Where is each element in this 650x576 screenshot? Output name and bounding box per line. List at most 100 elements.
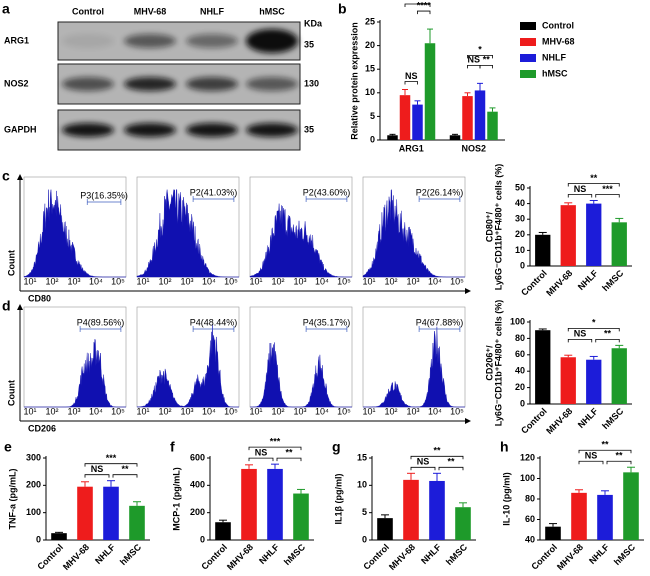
bar: [611, 348, 627, 404]
blot-band: [186, 77, 238, 91]
y-axis-label: CD206⁺/: [484, 345, 494, 381]
significance-label: **: [447, 457, 455, 467]
significance-bracket: [438, 466, 464, 471]
bar: [267, 468, 283, 540]
row-label: NOS2: [4, 78, 29, 88]
flow-tick-label: 10²: [271, 406, 284, 416]
y-tick-label: 80: [515, 333, 525, 343]
significance-bracket: [404, 3, 431, 7]
bar: [560, 357, 576, 404]
y-tick-label: 10: [357, 480, 367, 490]
flow-tick-label: 10⁴: [315, 276, 329, 286]
flow-tick-label: 10¹: [249, 276, 262, 286]
legend-label: NHLF: [542, 52, 566, 62]
significance-label: NS: [417, 457, 430, 467]
panel-letter: e: [4, 439, 12, 455]
significance-bracket: [595, 194, 620, 198]
flow-tick-label: 10⁴: [202, 276, 216, 286]
blot-band: [62, 123, 114, 137]
significance-label: NS: [405, 71, 418, 81]
bar: [387, 135, 398, 140]
significance-label: **: [601, 440, 609, 450]
significance-bracket: [248, 457, 274, 462]
significance-bracket: [567, 194, 593, 198]
kda-label: KDa: [304, 18, 323, 28]
bar: [51, 533, 67, 540]
significance-bracket: [595, 338, 620, 343]
histogram-panel: P2(43.60%) 10¹ 10² 10³ 10⁴ 10⁵: [249, 176, 353, 286]
histogram-panel: P2(26.14%) 10¹ 10² 10³ 10⁴ 10⁵: [362, 176, 466, 286]
significance-label: NS: [574, 329, 587, 339]
x-tick-label: Control: [519, 406, 549, 436]
bar: [560, 205, 576, 266]
bar: [412, 104, 423, 140]
y-tick-label: 300: [26, 452, 41, 462]
lane-label: hMSC: [259, 6, 285, 16]
blot-band: [62, 34, 114, 48]
histogram: [24, 339, 126, 408]
blot-band: [246, 77, 298, 91]
gate-label: P3(16.35%): [80, 190, 128, 200]
x-tick-label: Control: [529, 542, 559, 572]
y-tick-label: 5: [362, 507, 367, 517]
y-tick-label: 400: [190, 480, 205, 490]
bar: [545, 526, 561, 540]
significance-label: ***: [602, 184, 613, 194]
flow-tick-label: 10⁵: [224, 276, 238, 286]
bar: [293, 493, 309, 540]
gate-label: P2(43.60%): [303, 187, 351, 197]
y-tick-label: 15: [365, 64, 375, 74]
bar: [429, 480, 445, 540]
bar: [462, 96, 473, 140]
y-tick-label: 10: [365, 87, 375, 97]
flow-tick-label: 10²: [45, 276, 58, 286]
y-axis-label: Ly6G⁻CD11b⁺F4/80⁺ cells (%): [493, 300, 503, 426]
significance-label: NS: [467, 55, 480, 65]
y-tick-label: 40: [515, 198, 525, 208]
histogram: [136, 188, 239, 278]
y-tick-label: 15: [357, 452, 367, 462]
y-tick-label: 30: [515, 214, 525, 224]
y-axis-label: IL-10 (pg/ml): [501, 472, 511, 526]
legend-swatch: [520, 70, 536, 78]
x-tick-label: hMSC: [600, 268, 625, 293]
blot-band: [124, 34, 176, 48]
y-tick-label: 50: [515, 182, 525, 192]
blot-band: [124, 123, 176, 137]
flow-tick-label: 10¹: [23, 276, 36, 286]
x-tick-label: MHV-68: [225, 542, 255, 572]
x-tick-label: MHV-68: [544, 268, 574, 298]
bar: [586, 359, 602, 404]
flow-tick-label: 10⁴: [428, 406, 442, 416]
significance-label: *: [592, 318, 596, 328]
y-tick-label: 0: [370, 134, 375, 144]
y-tick-label: 40: [525, 534, 535, 544]
x-tick-label: hMSC: [282, 542, 307, 567]
bar: [455, 507, 471, 540]
y-axis-label: Ly6G⁻CD11b⁺F4/80⁺ cells (%): [493, 164, 503, 290]
lane-label: Control: [72, 6, 104, 16]
histogram: [362, 189, 465, 278]
flow-tick-label: 10³: [67, 276, 80, 286]
bar: [103, 486, 119, 540]
x-tick-label: MHV-68: [61, 542, 91, 572]
y-axis-label: MCP-1 (pg/mL): [171, 467, 181, 531]
y-tick-label: 20: [515, 382, 525, 392]
y-tick-label: 120: [520, 452, 535, 462]
significance-bracket: [84, 474, 110, 478]
flow-tick-label: 10³: [406, 276, 419, 286]
y-tick-label: 100: [26, 507, 41, 517]
significance-bracket: [578, 460, 604, 465]
significance-bracket: [578, 449, 632, 454]
kda-value: 35: [304, 39, 314, 49]
bar: [611, 222, 627, 266]
flow-y-label: Count: [6, 250, 16, 276]
y-tick-label: 0: [362, 534, 367, 544]
y-tick-label: 20: [515, 229, 525, 239]
flow-tick-label: 10²: [158, 276, 171, 286]
y-tick-label: 80: [525, 493, 535, 503]
significance-bracket: [567, 327, 620, 332]
y-axis-label: TNF-a (pg/mL): [7, 469, 17, 530]
gate: [305, 196, 348, 202]
y-tick-label: 10: [515, 245, 525, 255]
